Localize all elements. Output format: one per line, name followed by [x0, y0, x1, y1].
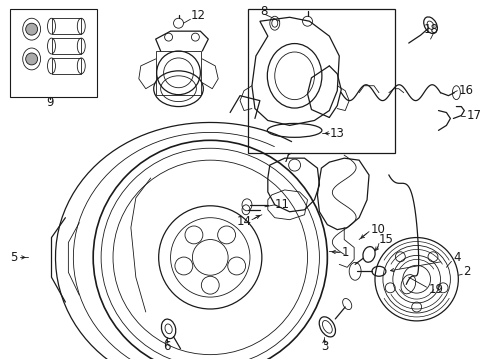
Text: 11: 11	[274, 198, 289, 211]
Text: 7: 7	[282, 152, 289, 165]
Text: 16: 16	[457, 84, 472, 97]
Text: 4: 4	[452, 251, 460, 264]
Text: 12: 12	[190, 9, 205, 22]
Bar	[51, 38, 81, 54]
Text: 19: 19	[427, 283, 443, 296]
Text: 10: 10	[370, 223, 385, 236]
Text: 2: 2	[462, 265, 470, 278]
Bar	[155, 51, 201, 95]
Text: 14: 14	[237, 215, 251, 228]
Text: 3: 3	[321, 340, 328, 353]
Text: 13: 13	[328, 127, 344, 140]
Text: 18: 18	[423, 23, 438, 36]
Bar	[247, 9, 394, 153]
Text: 1: 1	[341, 246, 348, 259]
Bar	[51, 58, 81, 74]
Text: 17: 17	[466, 109, 480, 122]
Text: 6: 6	[163, 340, 170, 353]
Text: 9: 9	[46, 96, 53, 109]
Text: 5: 5	[10, 251, 17, 264]
Circle shape	[26, 53, 38, 65]
Text: 15: 15	[378, 233, 393, 246]
Circle shape	[26, 23, 38, 35]
Bar	[51, 18, 81, 34]
Bar	[10, 9, 97, 96]
Text: 8: 8	[259, 5, 267, 18]
